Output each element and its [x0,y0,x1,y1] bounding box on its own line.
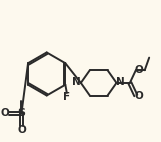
Text: N: N [116,77,125,87]
Text: O: O [1,108,10,118]
Text: O: O [135,90,143,101]
Text: S: S [17,108,25,118]
Text: N: N [72,77,81,87]
Text: O: O [135,65,143,75]
Text: O: O [17,125,26,135]
Text: F: F [63,92,70,102]
